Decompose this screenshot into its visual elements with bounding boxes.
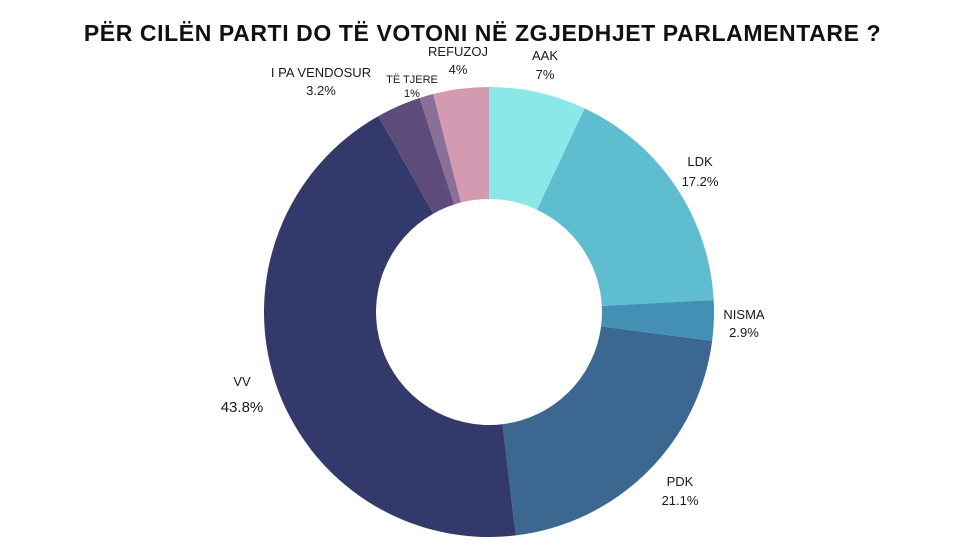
slice-label: LDK	[687, 154, 713, 169]
slice-label: PDK	[667, 474, 694, 489]
slice-value-label: 3.2%	[306, 83, 336, 98]
slice-label: NISMA	[723, 307, 765, 322]
slice-label: REFUZOJ	[428, 44, 488, 59]
donut-slice-ldk	[537, 108, 714, 306]
slice-label: I PA VENDOSUR	[271, 65, 371, 80]
slice-value-label: 17.2%	[682, 174, 719, 189]
slice-value-label: 1%	[404, 88, 420, 100]
donut-slice-t-tjere	[419, 94, 461, 205]
slice-label: TË TJERE	[386, 74, 438, 86]
donut-slice-i-pa-vendosur	[378, 97, 455, 214]
donut-slice-pdk	[502, 326, 713, 536]
slice-value-label: 21.1%	[662, 493, 699, 508]
donut-slice-nisma	[601, 300, 714, 341]
slice-value-label: 7%	[536, 67, 555, 82]
slice-label: AAK	[532, 48, 558, 63]
slice-value-label: 4%	[449, 62, 468, 77]
slice-label: VV	[233, 374, 251, 389]
donut-slice-aak	[489, 87, 585, 210]
donut-slice-vv	[264, 116, 516, 537]
slice-value-label: 43.8%	[221, 399, 264, 416]
slice-value-label: 2.9%	[729, 325, 759, 340]
donut-slice-refuzoj	[433, 87, 489, 203]
chart-title: PËR CILËN PARTI DO TË VOTONI NË ZGJEDHJE…	[83, 20, 882, 46]
